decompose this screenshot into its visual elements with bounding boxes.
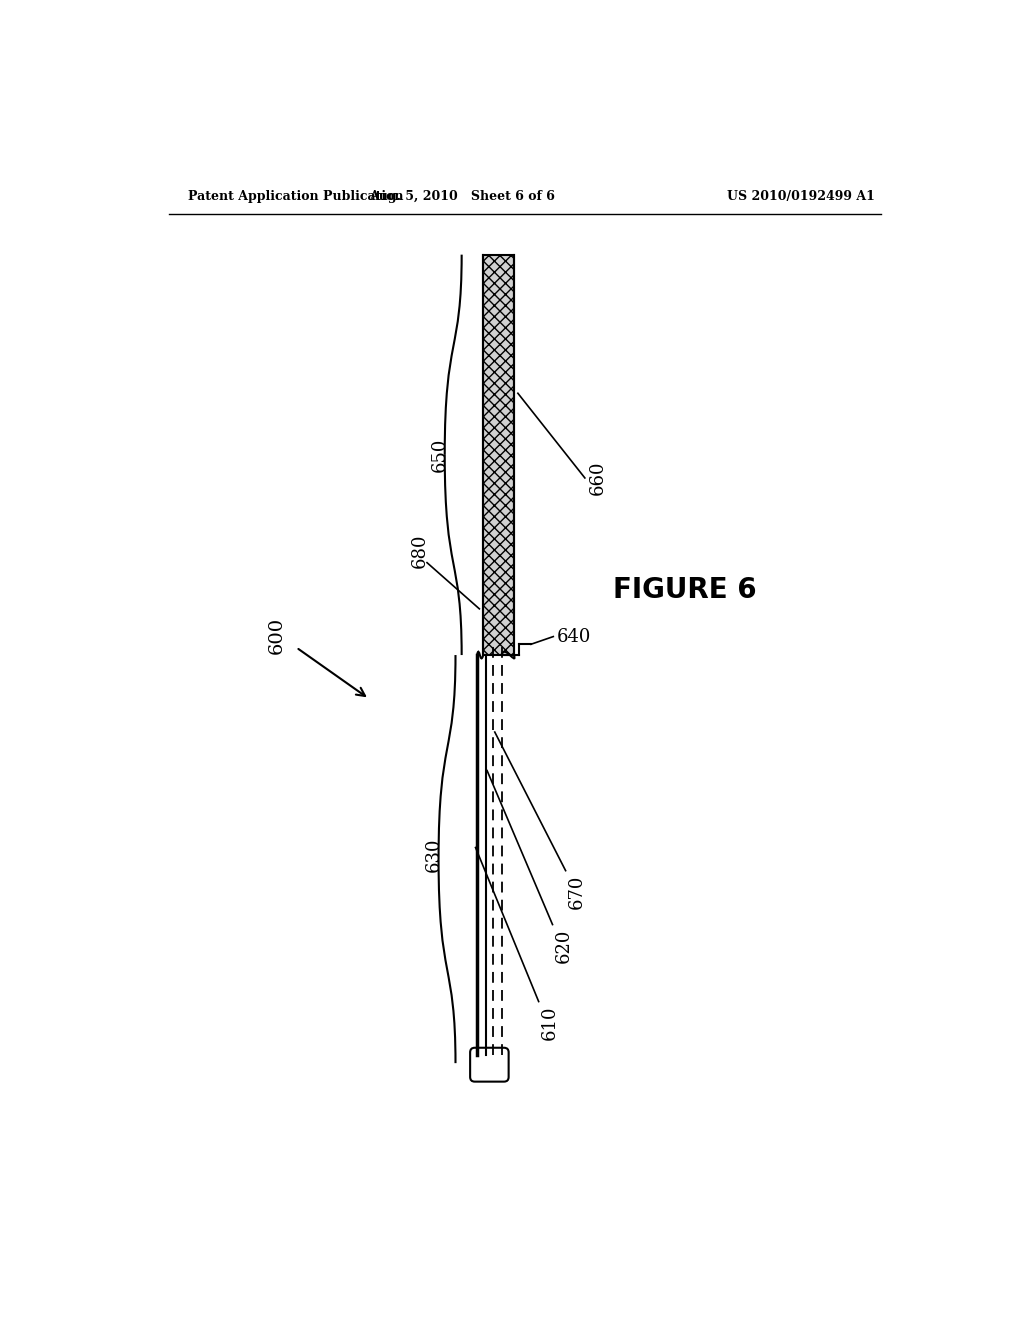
Text: 600: 600 xyxy=(268,618,286,655)
Text: 650: 650 xyxy=(431,438,450,473)
Text: FIGURE 6: FIGURE 6 xyxy=(613,576,757,603)
Text: 620: 620 xyxy=(555,928,572,962)
Bar xyxy=(483,255,514,655)
Text: Aug. 5, 2010   Sheet 6 of 6: Aug. 5, 2010 Sheet 6 of 6 xyxy=(369,190,555,203)
Text: Patent Application Publication: Patent Application Publication xyxy=(188,190,403,203)
Text: 630: 630 xyxy=(425,838,443,873)
Text: 640: 640 xyxy=(557,627,592,645)
FancyBboxPatch shape xyxy=(470,1048,509,1081)
Text: 610: 610 xyxy=(541,1006,559,1040)
Text: 670: 670 xyxy=(568,875,586,909)
Text: 680: 680 xyxy=(411,533,428,569)
Text: 660: 660 xyxy=(589,461,606,495)
Text: US 2010/0192499 A1: US 2010/0192499 A1 xyxy=(726,190,874,203)
